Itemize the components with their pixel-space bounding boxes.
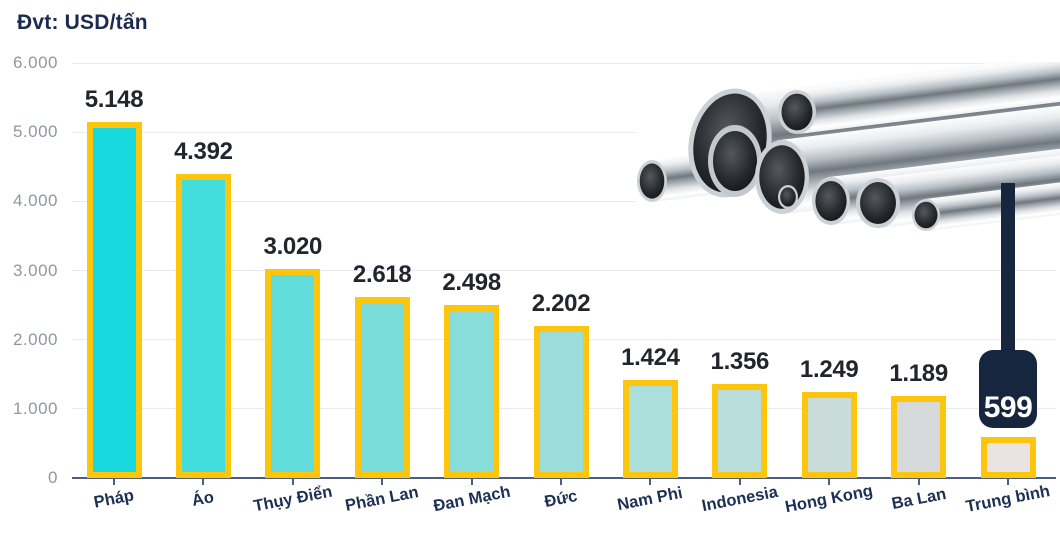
bar-phần-lan [354, 296, 410, 478]
bar-value-label-9: 1.189 [889, 359, 948, 387]
y-axis-label-5.000: 5.000 [12, 122, 58, 142]
bar-áo [175, 174, 231, 478]
x-axis-tick-8 [828, 479, 831, 485]
bar-value-label-0: 5.148 [84, 85, 144, 113]
bar-value-label-6: 1.424 [621, 343, 680, 371]
bar-value-label-7: 1.356 [710, 348, 770, 376]
x-axis-tick-1 [202, 479, 205, 485]
gridline-4.000 [72, 200, 1056, 202]
y-axis-label-4.000: 4.000 [12, 191, 58, 211]
x-axis-tick-6 [649, 479, 652, 485]
x-axis-tick-2 [291, 479, 294, 485]
steel-pipes-image [636, 62, 1060, 246]
y-axis-label-0: 0 [48, 468, 58, 487]
bar-đức [533, 325, 589, 478]
bar-trung-bình [980, 436, 1036, 478]
y-axis-label-2.000: 2.000 [12, 329, 58, 349]
x-axis-tick-4 [470, 479, 473, 485]
x-axis-tick-3 [381, 479, 384, 485]
y-axis-label-6.000: 6.000 [12, 53, 58, 72]
callout-connector-line [1001, 183, 1015, 358]
x-axis-tick-5 [560, 479, 562, 485]
y-axis-label-3.000: 3.000 [12, 260, 58, 280]
bar-đan-mạch [444, 305, 500, 478]
bar-value-label-8: 1.249 [799, 355, 859, 383]
average-callout-badge: 599 [979, 350, 1037, 428]
bar-nam-phi [622, 379, 678, 478]
bar-thụy-điển [265, 269, 321, 478]
y-axis-label-1.000: 1.000 [12, 398, 58, 418]
x-axis-tick-7 [738, 479, 741, 485]
x-axis-tick-0 [113, 479, 115, 485]
average-value: 599 [983, 391, 1033, 424]
bar-hong-kong [801, 391, 857, 478]
bar-value-label-1: 4.392 [174, 138, 233, 166]
x-axis-tick-9 [917, 479, 920, 485]
unit-label: Đvt: USD/tấn [17, 11, 148, 34]
x-axis-line [72, 477, 1056, 479]
bar-value-label-4: 2.498 [442, 269, 501, 297]
bar-ba-lan [891, 395, 947, 478]
bar-value-label-5: 2.202 [531, 289, 591, 317]
bar-value-label-3: 2.618 [352, 260, 412, 288]
bar-pháp [86, 121, 142, 478]
gridline-3.000 [72, 270, 1056, 271]
bar-value-label-2: 3.020 [263, 233, 323, 261]
gridline-6.000 [72, 62, 1056, 64]
bar-indonesia [712, 384, 768, 478]
x-axis-tick-10 [1007, 479, 1009, 485]
gridline-5.000 [72, 131, 1056, 133]
